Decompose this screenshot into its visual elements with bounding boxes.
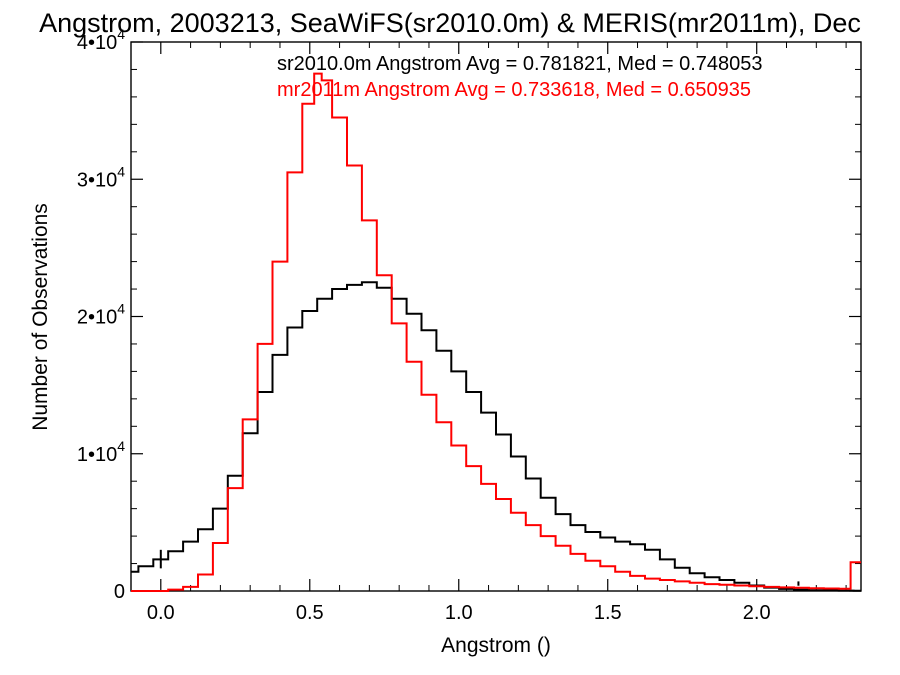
y-tick-label: 1•104	[77, 438, 125, 466]
y-tick-label: 0	[114, 581, 125, 603]
y-tick-label: 4•104	[77, 26, 125, 54]
x-axis-label: Angstrom ()	[441, 634, 551, 657]
legend-entry-series-2: mr2011m Angstrom Avg = 0.733618, Med = 0…	[277, 79, 751, 101]
y-axis: 0 1•104 2•104 3•104 4•104	[77, 26, 861, 603]
y-tick-label: 2•104	[77, 301, 125, 329]
x-tick-label: 0.0	[147, 602, 175, 624]
series-line-2	[131, 72, 861, 592]
chart-title: Angstrom, 2003213, SeaWiFS(sr2010.0m) & …	[39, 8, 861, 38]
x-tick-label: 1.5	[594, 602, 622, 624]
legend-entry-series-1: sr2010.0m Angstrom Avg = 0.781821, Med =…	[277, 53, 763, 75]
x-tick-label: 1.0	[445, 602, 473, 624]
x-tick-label: 2.0	[743, 602, 771, 624]
y-axis-label: Number of Observations	[29, 203, 52, 431]
series-line-1	[131, 281, 861, 592]
plot-frame	[130, 41, 862, 592]
x-tick-label: 0.5	[296, 602, 324, 624]
series-layer	[131, 72, 861, 592]
x-axis: 0.0 0.5 1.0 1.5 2.0	[130, 42, 847, 624]
y-tick-label: 3•104	[77, 163, 125, 191]
